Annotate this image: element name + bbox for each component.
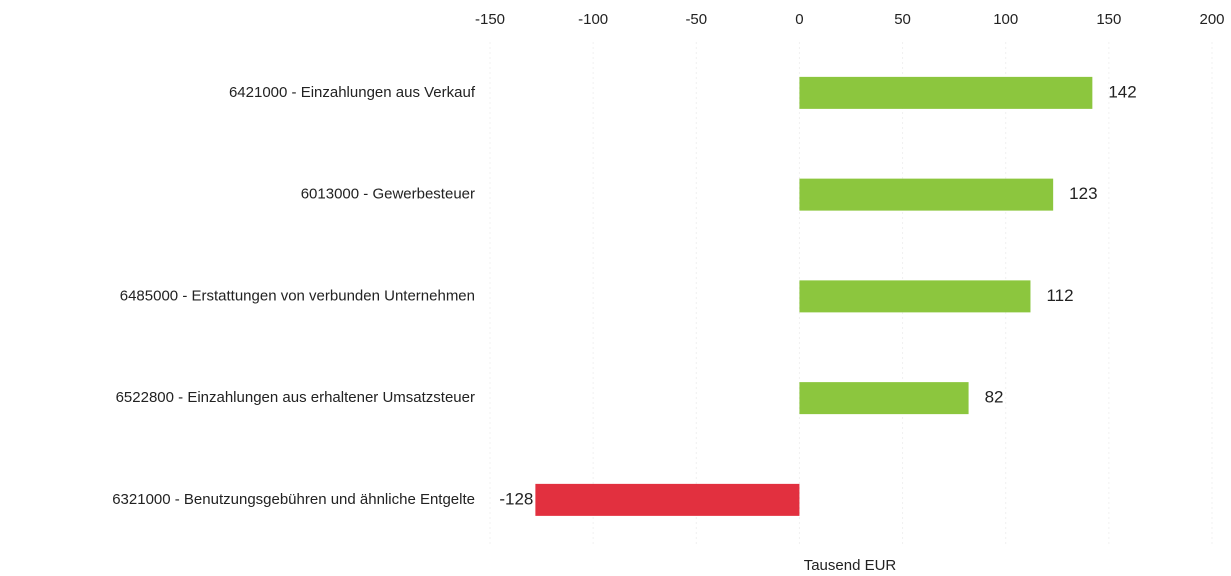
data-label: 112: [1046, 286, 1073, 305]
y-tick-label: 6321000 - Benutzungsgebühren und ähnlich…: [112, 491, 475, 508]
y-tick-label: 6013000 - Gewerbesteuer: [301, 186, 475, 203]
y-tick-label: 6421000 - Einzahlungen aus Verkauf: [229, 84, 476, 101]
bar: [799, 76, 1093, 109]
x-tick-label: -150: [475, 11, 505, 28]
data-label: 123: [1069, 184, 1097, 203]
data-label: 142: [1108, 82, 1136, 101]
bar: [799, 178, 1054, 211]
x-tick-label: 0: [795, 11, 803, 28]
x-tick-label: 150: [1096, 11, 1121, 28]
bar: [799, 382, 969, 415]
bar: [535, 483, 800, 516]
y-tick-label: 6485000 - Erstattungen von verbunden Unt…: [120, 287, 475, 304]
x-axis-label: Tausend EUR: [804, 557, 897, 574]
data-label: -128: [499, 489, 533, 508]
data-label: 82: [985, 388, 1004, 407]
x-tick-label: 100: [993, 11, 1018, 28]
x-tick-label: -100: [578, 11, 608, 28]
y-tick-label: 6522800 - Einzahlungen aus erhaltener Um…: [116, 389, 475, 406]
x-tick-label: 200: [1199, 11, 1224, 28]
x-tick-label: -50: [685, 11, 707, 28]
x-tick-label: 50: [894, 11, 911, 28]
bar: [799, 280, 1031, 313]
